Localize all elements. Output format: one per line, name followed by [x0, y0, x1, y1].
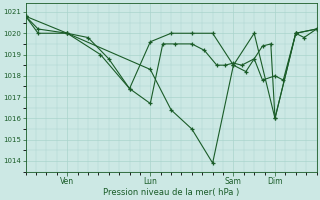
- X-axis label: Pression niveau de la mer( hPa ): Pression niveau de la mer( hPa ): [103, 188, 239, 197]
